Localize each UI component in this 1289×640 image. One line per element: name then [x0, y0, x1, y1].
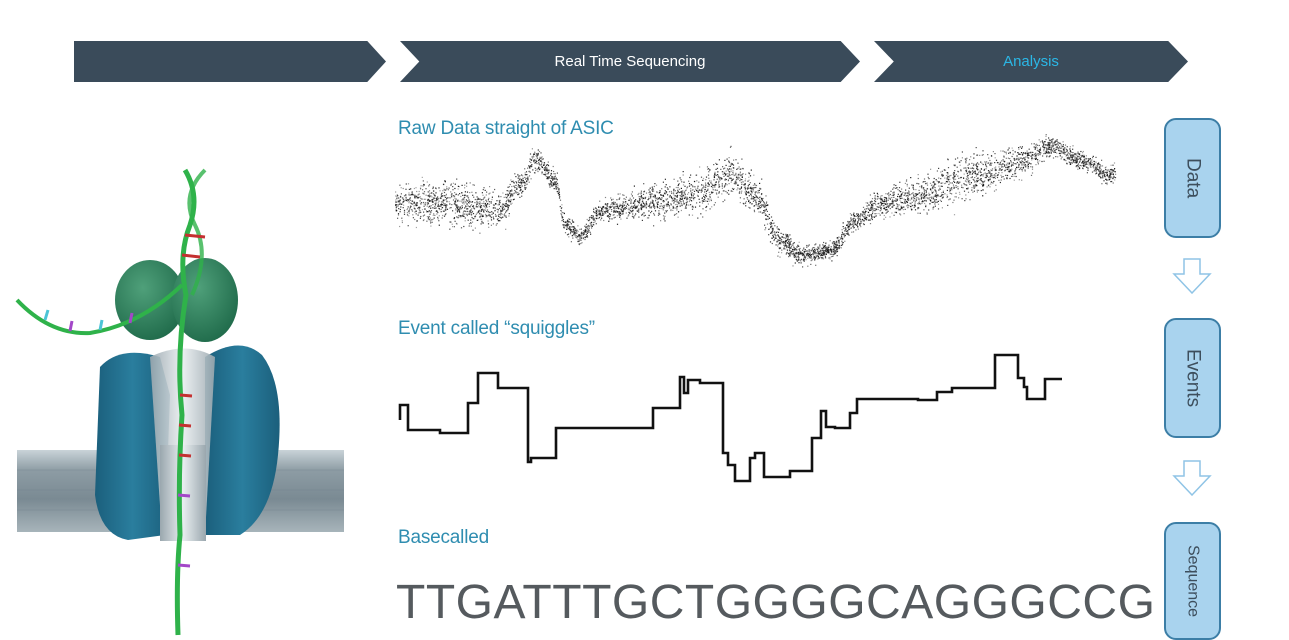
- step-chevron-1: [74, 41, 386, 82]
- down-arrow-icon: [1172, 258, 1212, 294]
- dna-strand-vertical: [174, 168, 197, 636]
- step-label-analysis: Analysis: [1003, 53, 1059, 70]
- step-chevron-analysis: Analysis: [874, 41, 1188, 82]
- dna-strand-left: [15, 283, 184, 336]
- events-squiggle: [398, 353, 1062, 483]
- stage-box-data: Data: [1164, 118, 1221, 238]
- nanopore-illustration: [15, 168, 344, 636]
- down-arrow-icon: [1172, 460, 1212, 496]
- pore-left-lobe: [95, 352, 170, 540]
- raw-data-scatter: [395, 134, 1117, 268]
- stage-label-data: Data: [1182, 157, 1204, 199]
- basecalled-sequence: TTGATTTGCTGGGGCAGGGCCG: [396, 576, 1156, 629]
- stage-label-events: Events: [1182, 348, 1204, 408]
- stage-label-sequence: Sequence: [1184, 544, 1202, 618]
- step-chevron-real-time-sequencing: Real Time Sequencing: [400, 41, 860, 82]
- basecalled-title: Basecalled: [398, 527, 489, 548]
- step-label-real-time-sequencing: Real Time Sequencing: [554, 53, 706, 70]
- raw-data-title: Raw Data straight of ASIC: [398, 118, 614, 139]
- stage-box-sequence: Sequence: [1164, 522, 1221, 640]
- events-title: Event called “squiggles”: [398, 318, 595, 339]
- pore-right-lobe: [205, 345, 280, 535]
- stage-box-events: Events: [1164, 318, 1221, 438]
- squiggle-line: [398, 353, 1062, 483]
- motor-protein-right: [172, 258, 238, 342]
